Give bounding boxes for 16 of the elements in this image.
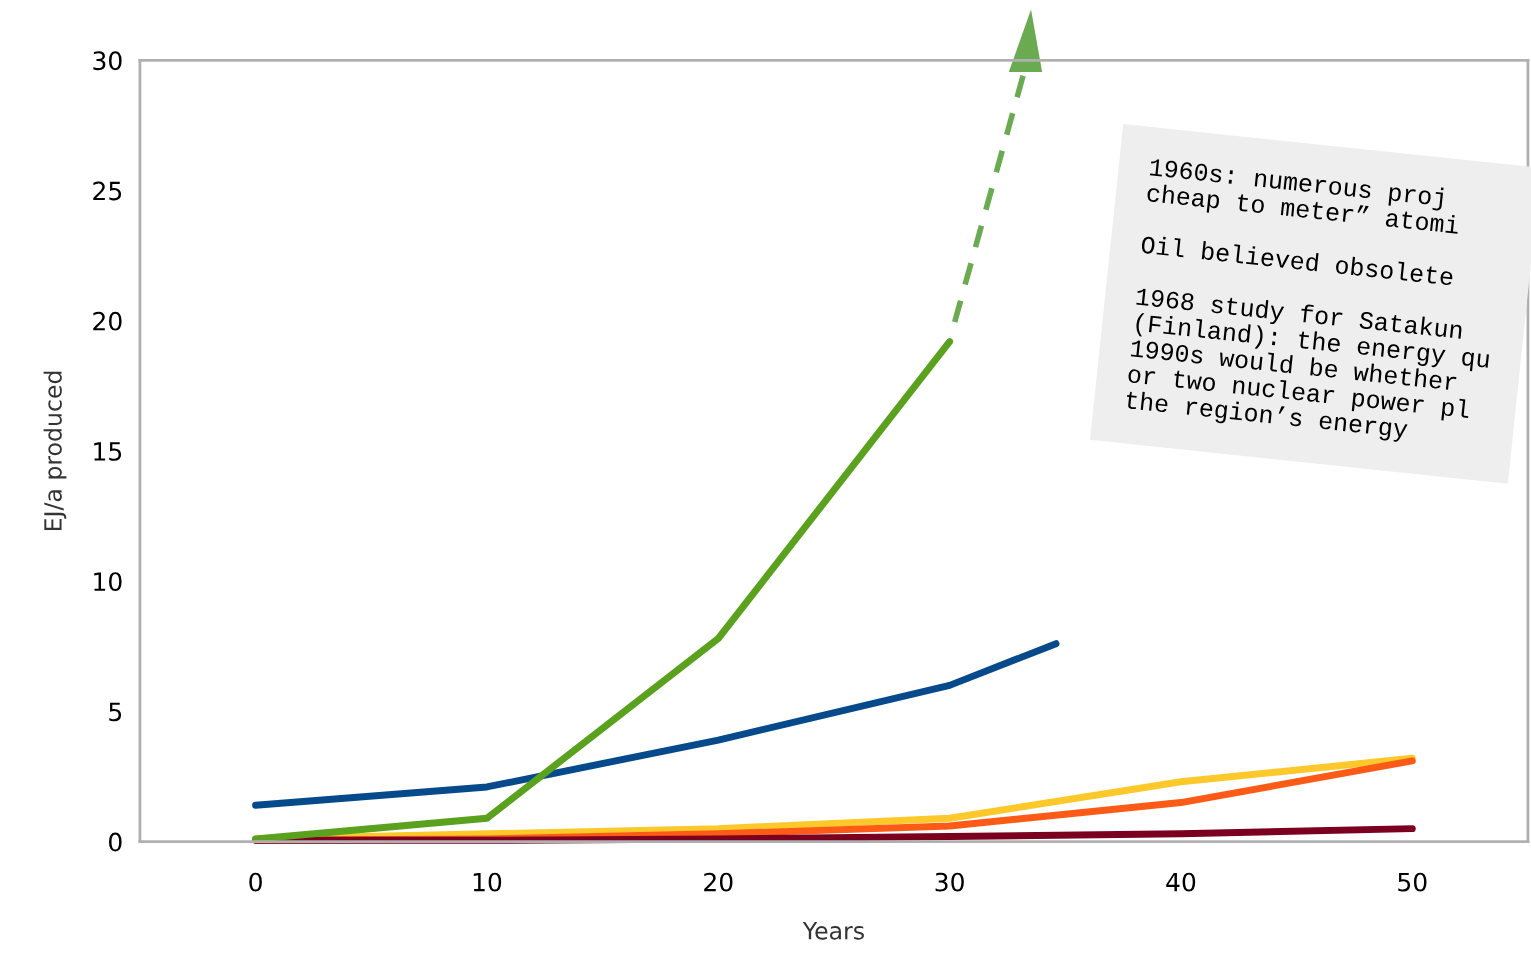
y-tick-label: 20 [93,311,122,331]
y-tick-label: 5 [109,702,122,722]
y-tick-label: 15 [94,442,122,461]
annotation: 1960s: numerous proj cheap to meter” atomi Oil believed obsolete 1968 study for Satakun (Finland): the energy qu 1990s would be whether or two nuclear power pl the region’s energy [1125,157,1490,443]
x-axis-title: Years [802,922,864,940]
x-tick-label: 30 [935,872,964,892]
y-axis-title: EJ/a produced [43,371,67,531]
x-tick-label: 50 [1398,872,1427,892]
y-tick-label: 0 [109,832,122,852]
x-tick-label: 40 [1166,872,1196,892]
y-tick-label: 10 [94,572,122,592]
y-tick-label: 25 [93,181,122,201]
x-tick-label: 0 [249,872,262,892]
x-tick-label: 20 [704,872,733,892]
y-tick-label: 30 [93,51,122,71]
x-tick-label: 10 [473,872,502,892]
